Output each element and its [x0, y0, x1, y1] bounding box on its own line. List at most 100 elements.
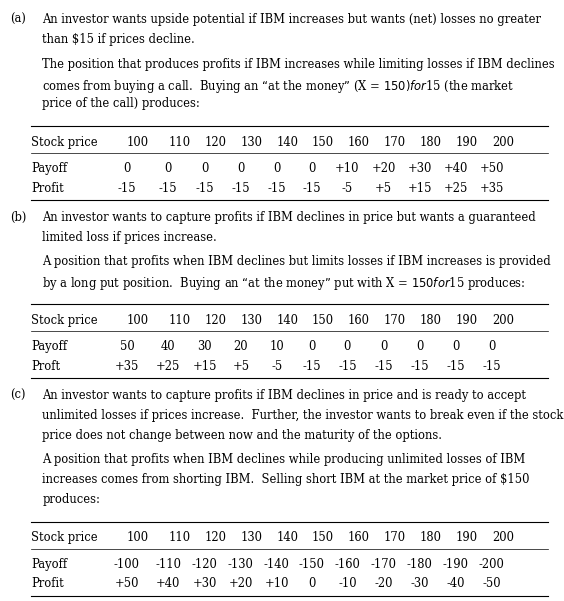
- Text: -170: -170: [371, 558, 396, 570]
- Text: 190: 190: [456, 531, 478, 545]
- Text: A position that profits when IBM declines but limits losses if IBM increases is : A position that profits when IBM decline…: [42, 255, 551, 269]
- Text: -5: -5: [342, 182, 353, 195]
- Text: 0: 0: [452, 340, 460, 353]
- Text: Stock price: Stock price: [31, 531, 98, 545]
- Text: 100: 100: [127, 531, 149, 545]
- Text: 160: 160: [347, 314, 369, 327]
- Text: -15: -15: [231, 182, 250, 195]
- Text: -150: -150: [299, 558, 325, 570]
- Text: -20: -20: [374, 578, 393, 590]
- Text: 200: 200: [492, 531, 514, 545]
- Text: +20: +20: [228, 578, 253, 590]
- Text: The position that produces profits if IBM increases while limiting losses if IBM: The position that produces profits if IB…: [42, 58, 555, 71]
- Text: Payoff: Payoff: [31, 558, 67, 570]
- Text: -130: -130: [228, 558, 254, 570]
- Text: -30: -30: [411, 578, 429, 590]
- Text: 160: 160: [347, 531, 369, 545]
- Text: 0: 0: [273, 162, 281, 175]
- Text: -120: -120: [192, 558, 218, 570]
- Text: 130: 130: [241, 136, 263, 149]
- Text: -200: -200: [479, 558, 505, 570]
- Text: 140: 140: [277, 531, 299, 545]
- Text: +5: +5: [232, 360, 249, 373]
- Text: 180: 180: [420, 531, 442, 545]
- Text: 190: 190: [456, 136, 478, 149]
- Text: +15: +15: [407, 182, 432, 195]
- Text: 40: 40: [161, 340, 175, 353]
- Text: 110: 110: [168, 531, 190, 545]
- Text: -140: -140: [264, 558, 290, 570]
- Text: +50: +50: [479, 162, 504, 175]
- Text: +20: +20: [371, 162, 396, 175]
- Text: +40: +40: [443, 162, 468, 175]
- Text: +35: +35: [479, 182, 504, 195]
- Text: 110: 110: [168, 314, 190, 327]
- Text: -180: -180: [407, 558, 433, 570]
- Text: 130: 130: [241, 314, 263, 327]
- Text: Proft: Proft: [31, 360, 60, 373]
- Text: An investor wants to capture profits if IBM declines in price and is ready to ac: An investor wants to capture profits if …: [42, 389, 526, 402]
- Text: 0: 0: [308, 162, 316, 175]
- Text: -15: -15: [267, 182, 287, 195]
- Text: 150: 150: [312, 136, 334, 149]
- Text: 150: 150: [312, 314, 334, 327]
- Text: by a long put position.  Buying an “at the money” put with X = $150 for $15 prod: by a long put position. Buying an “at th…: [42, 275, 526, 292]
- Text: +5: +5: [375, 182, 392, 195]
- Text: 50: 50: [120, 340, 134, 353]
- Text: 0: 0: [237, 162, 245, 175]
- Text: 30: 30: [197, 340, 212, 353]
- Text: -15: -15: [338, 360, 357, 373]
- Text: (b): (b): [10, 211, 27, 224]
- Text: -40: -40: [447, 578, 465, 590]
- Text: (c): (c): [10, 389, 25, 402]
- Text: -50: -50: [482, 578, 501, 590]
- Text: Stock price: Stock price: [31, 136, 98, 149]
- Text: 170: 170: [384, 136, 406, 149]
- Text: +25: +25: [443, 182, 468, 195]
- Text: Payoff: Payoff: [31, 340, 67, 353]
- Text: +35: +35: [114, 360, 139, 373]
- Text: 100: 100: [127, 136, 149, 149]
- Text: 120: 120: [205, 136, 227, 149]
- Text: 10: 10: [270, 340, 284, 353]
- Text: (a): (a): [10, 13, 26, 26]
- Text: 200: 200: [492, 314, 514, 327]
- Text: 150: 150: [312, 531, 334, 545]
- Text: 160: 160: [347, 136, 369, 149]
- Text: 180: 180: [420, 136, 442, 149]
- Text: -15: -15: [195, 182, 214, 195]
- Text: Profit: Profit: [31, 182, 64, 195]
- Text: +25: +25: [156, 360, 180, 373]
- Text: +15: +15: [192, 360, 217, 373]
- Text: comes from buying a call.  Buying an “at the money” (X = $150 ) for $15 (the mar: comes from buying a call. Buying an “at …: [42, 78, 514, 94]
- Text: -15: -15: [482, 360, 501, 373]
- Text: A position that profits when IBM declines while producing unlimited losses of IB: A position that profits when IBM decline…: [42, 453, 526, 466]
- Text: 120: 120: [205, 314, 227, 327]
- Text: -15: -15: [410, 360, 429, 373]
- Text: -5: -5: [271, 360, 283, 373]
- Text: 0: 0: [380, 340, 387, 353]
- Text: -15: -15: [374, 360, 393, 373]
- Text: price does not change between now and the maturity of the options.: price does not change between now and th…: [42, 429, 442, 442]
- Text: increases comes from shorting IBM.  Selling short IBM at the market price of $15: increases comes from shorting IBM. Selli…: [42, 473, 530, 486]
- Text: 110: 110: [168, 136, 190, 149]
- Text: 0: 0: [308, 578, 316, 590]
- Text: -15: -15: [302, 360, 321, 373]
- Text: +30: +30: [192, 578, 217, 590]
- Text: 0: 0: [201, 162, 209, 175]
- Text: produces:: produces:: [42, 493, 100, 506]
- Text: 120: 120: [205, 531, 227, 545]
- Text: 100: 100: [127, 314, 149, 327]
- Text: +30: +30: [407, 162, 432, 175]
- Text: Payoff: Payoff: [31, 162, 67, 175]
- Text: 0: 0: [123, 162, 131, 175]
- Text: -190: -190: [443, 558, 469, 570]
- Text: 130: 130: [241, 531, 263, 545]
- Text: Stock price: Stock price: [31, 314, 98, 327]
- Text: 170: 170: [384, 531, 406, 545]
- Text: 170: 170: [384, 314, 406, 327]
- Text: 0: 0: [164, 162, 172, 175]
- Text: -100: -100: [114, 558, 140, 570]
- Text: +10: +10: [265, 578, 289, 590]
- Text: 0: 0: [416, 340, 424, 353]
